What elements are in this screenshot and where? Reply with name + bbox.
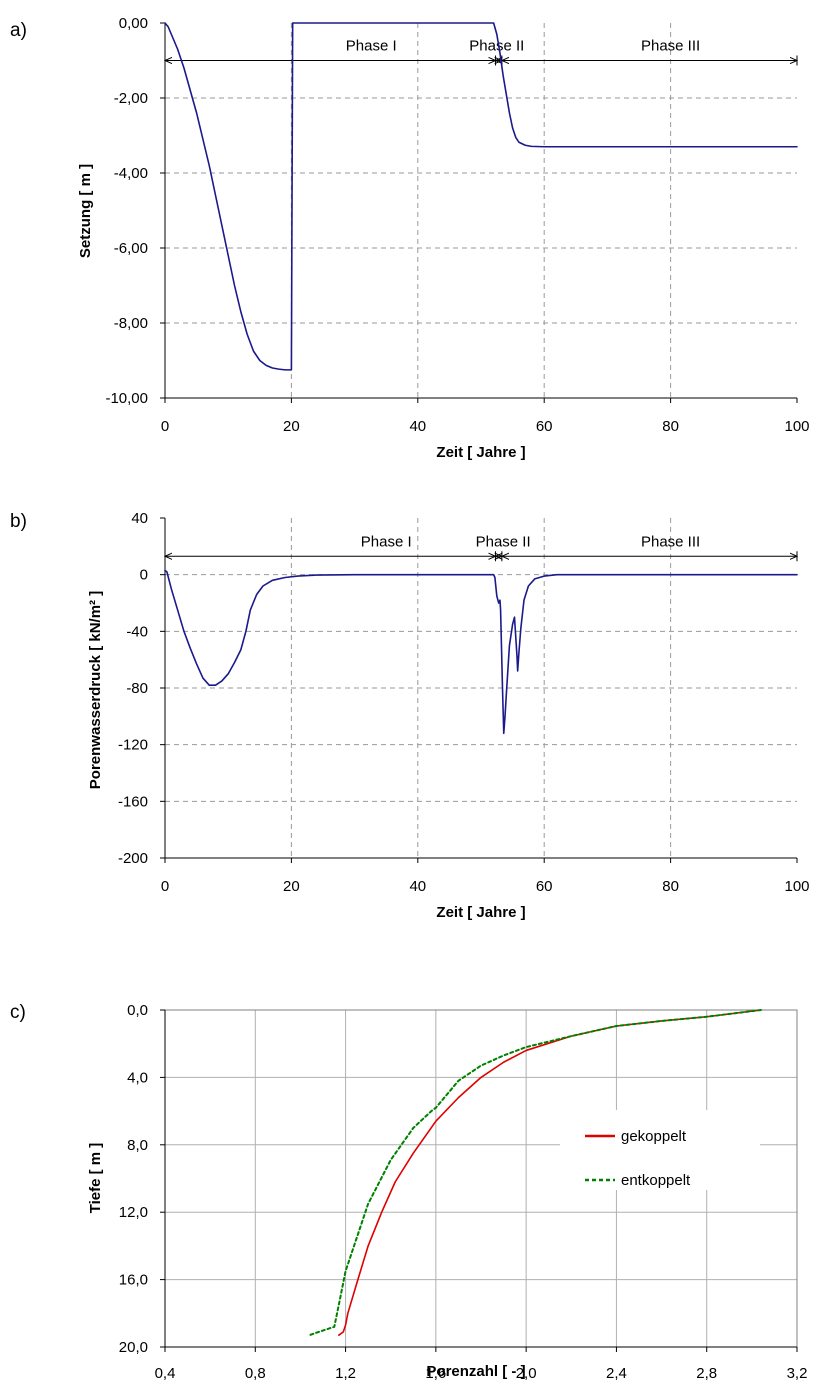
x-tick-label: 20 (283, 878, 300, 895)
y-tick-label: 0,00 (119, 15, 148, 32)
x-axis-title: Porenzahl [ - ] (426, 1363, 525, 1380)
phase-label: Phase III (641, 533, 700, 550)
y-tick-label: -6,00 (114, 240, 148, 257)
x-tick-label: 20 (283, 418, 300, 435)
y-tick-label: -2,00 (114, 90, 148, 107)
y-tick-label: 12,0 (119, 1204, 148, 1221)
y-tick-label: -200 (118, 850, 148, 867)
x-tick-label: 1,6 (425, 1365, 446, 1382)
x-tick-label: 40 (409, 878, 426, 895)
y-tick-label: 4,0 (127, 1069, 148, 1086)
x-tick-label: 0,4 (155, 1365, 176, 1382)
y-tick-label: -40 (126, 623, 148, 640)
x-tick-label: 2,4 (606, 1365, 627, 1382)
x-tick-label: 80 (662, 878, 679, 895)
legend-label-gekoppelt: gekoppelt (621, 1128, 687, 1145)
phase-label: Phase II (469, 38, 524, 55)
y-tick-label: 0 (140, 567, 148, 584)
legend-box (560, 1110, 760, 1190)
x-axis-title: Zeit [ Jahre ] (436, 904, 525, 921)
y-tick-label: -4,00 (114, 165, 148, 182)
series-line-curve-1 (164, 569, 798, 735)
y-axis-title: Setzung [ m ] (77, 164, 94, 258)
x-tick-label: 60 (536, 418, 553, 435)
legend-label-entkoppelt: entkoppelt (621, 1172, 691, 1189)
y-tick-label: 0,0 (127, 1002, 148, 1019)
x-tick-label: 0,8 (245, 1365, 266, 1382)
x-tick-label: 60 (536, 878, 553, 895)
x-tick-label: 40 (409, 418, 426, 435)
series-line-curve-1 (164, 22, 798, 371)
y-axis-title: Tiefe [ m ] (87, 1143, 104, 1214)
phase-label: Phase I (346, 38, 397, 55)
y-tick-label: 20,0 (119, 1339, 148, 1356)
y-tick-label: -80 (126, 680, 148, 697)
x-tick-label: 100 (784, 878, 809, 895)
y-tick-label: 40 (131, 510, 148, 527)
y-tick-label: -10,00 (105, 390, 148, 407)
panel-label: b) (10, 511, 27, 532)
x-tick-label: 0 (161, 418, 169, 435)
x-tick-label: 2,0 (516, 1365, 537, 1382)
panel-label: c) (10, 1002, 26, 1023)
y-tick-label: -120 (118, 737, 148, 754)
y-tick-label: -8,00 (114, 315, 148, 332)
y-tick-label: -160 (118, 793, 148, 810)
x-tick-label: 3,2 (787, 1365, 808, 1382)
x-tick-label: 80 (662, 418, 679, 435)
y-tick-label: 8,0 (127, 1137, 148, 1154)
panel-label: a) (10, 20, 27, 41)
y-axis-title: Porenwasserdruck [ kN/m² ] (87, 591, 104, 789)
phase-label: Phase I (361, 533, 412, 550)
y-tick-label: 16,0 (119, 1272, 148, 1289)
x-tick-label: 100 (784, 418, 809, 435)
series-line-entkoppelt (308, 1009, 762, 1337)
phase-label: Phase II (476, 533, 531, 550)
phase-label: Phase III (641, 38, 700, 55)
x-axis-title: Zeit [ Jahre ] (436, 444, 525, 461)
x-tick-label: 1,2 (335, 1365, 356, 1382)
x-tick-label: 0 (161, 878, 169, 895)
x-tick-label: 2,8 (696, 1365, 717, 1382)
